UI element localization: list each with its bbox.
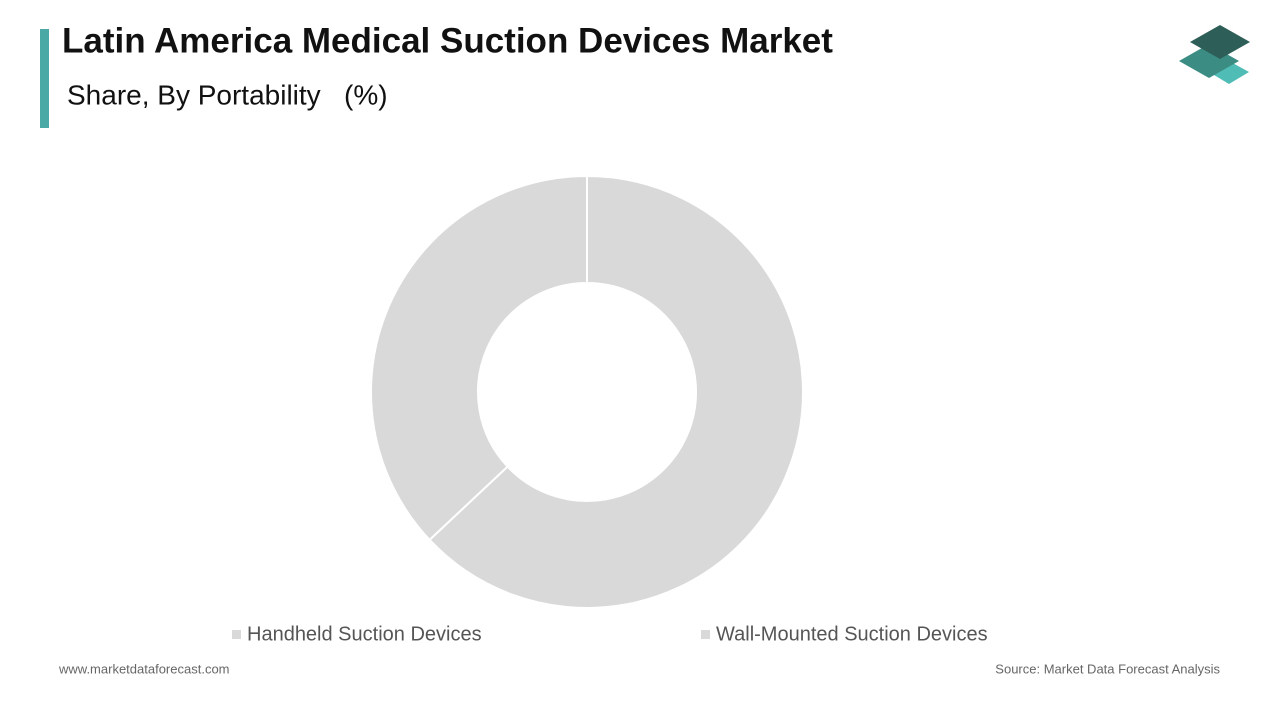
website: www.marketdataforecast.com [58,661,230,676]
legend-label: Handheld Suction Devices [247,623,482,645]
legend-marker [701,630,710,639]
chart-title: Latin America Medical Suction Devices Ma… [62,21,833,60]
logo [1179,25,1250,84]
chart-subtitle: Share, By Portability (%) [67,79,388,110]
donut-segment [428,174,804,609]
donut-segment [370,174,588,542]
legend-label: Wall-Mounted Suction Devices [716,623,988,645]
source: Source: Market Data Forecast Analysis [995,661,1220,676]
legend-marker [232,630,241,639]
title-accent [40,29,49,128]
